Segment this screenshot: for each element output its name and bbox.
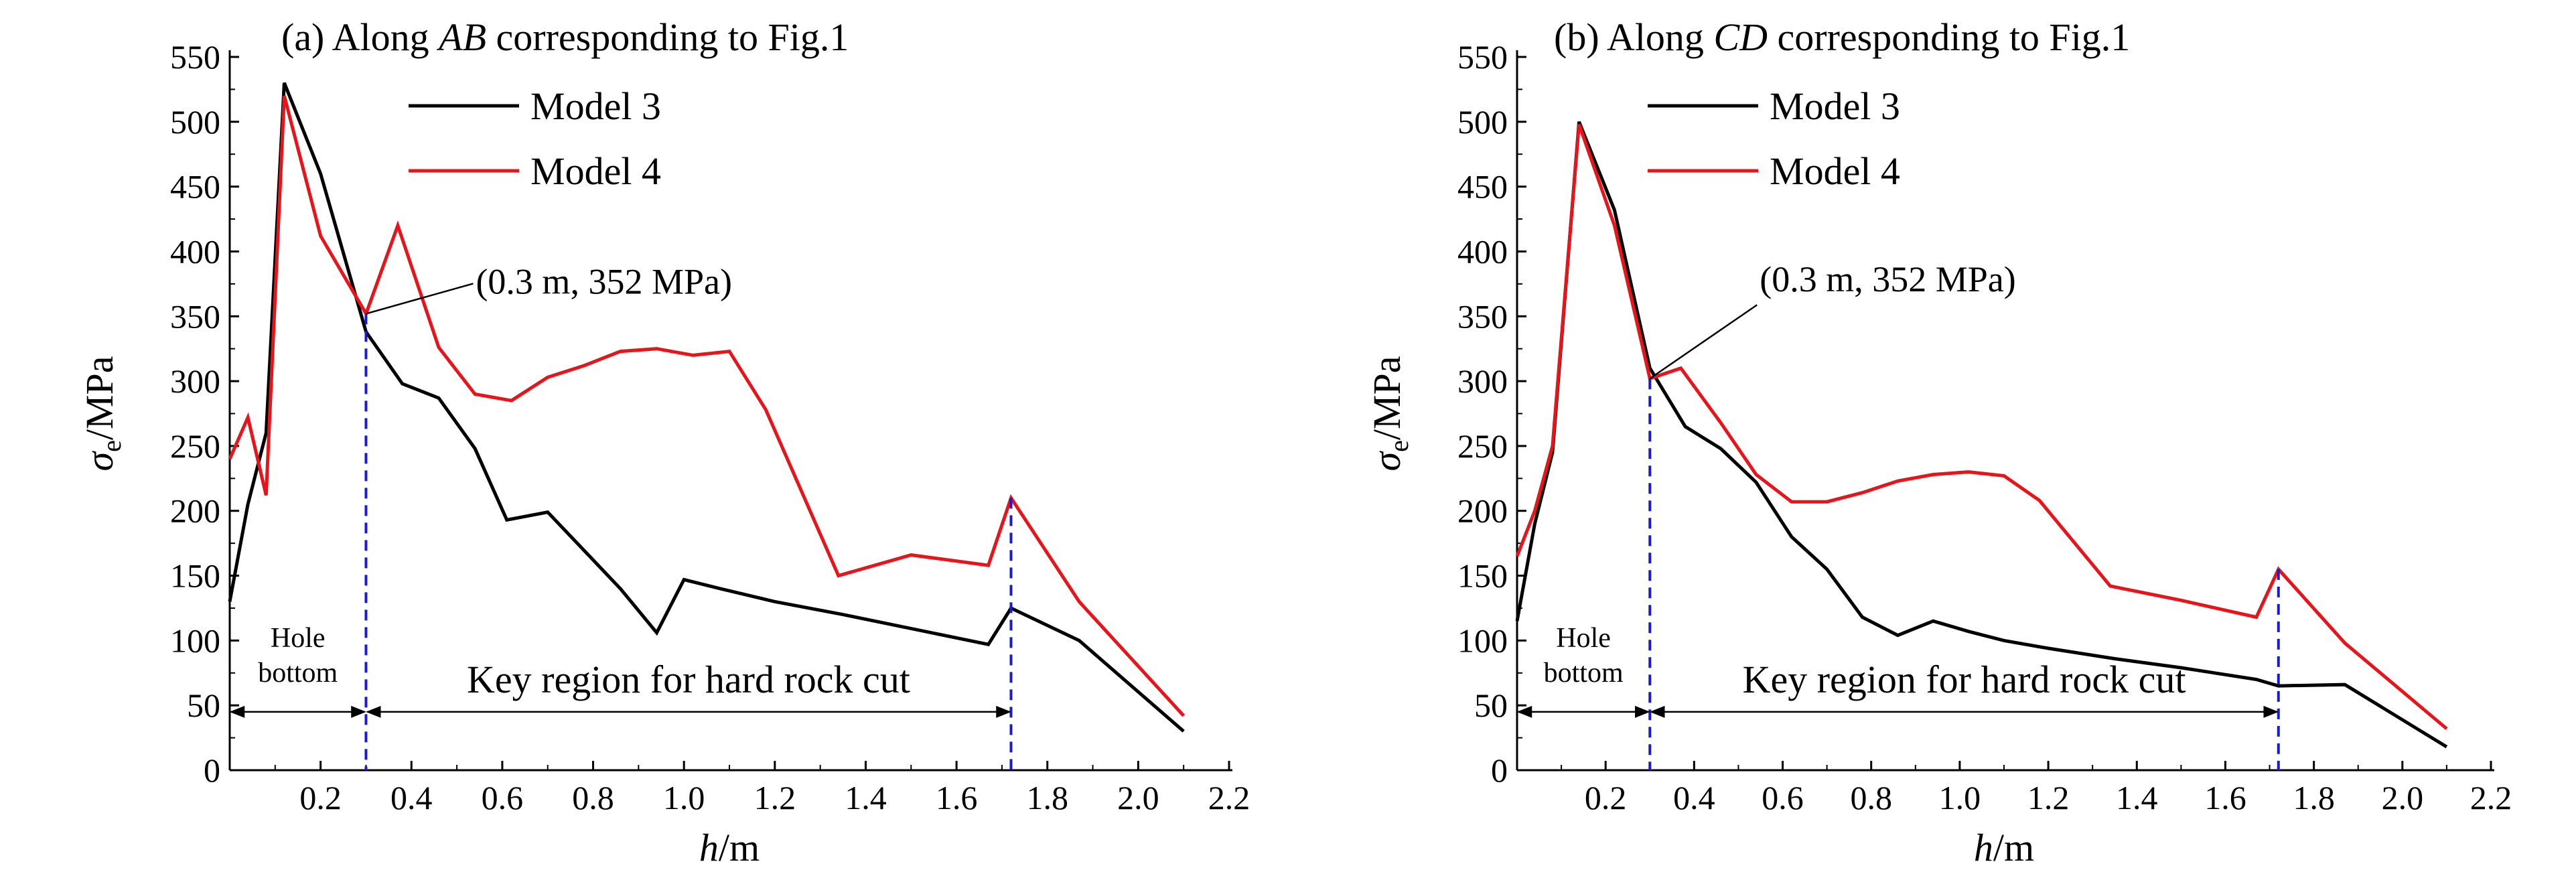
x-tick-label: 1.0 [663, 779, 705, 816]
y-axis-title-unit: /MPa [1365, 356, 1409, 440]
x-tick-label: 1.6 [936, 779, 978, 816]
series-line-model-3 [1515, 121, 2448, 749]
chart-panel-a: 0 50 100 150 200 250 300 350 400 450 500 550 0.2 0.4 0… [78, 15, 1250, 869]
panel-title-suffix: corresponding to Fig.1 [486, 15, 849, 59]
x-tick-label: 1.4 [845, 779, 887, 816]
y-tick-label: 400 [1457, 232, 1508, 270]
series-line-model-3 [228, 82, 1185, 733]
y-tick-label: 300 [1457, 362, 1508, 400]
key-region-label: Key region for hard rock cut [1743, 658, 2186, 701]
y-tick-label: 0 [204, 751, 220, 789]
series-line-model-4 [228, 95, 1186, 717]
annotation-leader [1649, 304, 1758, 380]
x-tick-label: 1.2 [754, 779, 796, 816]
x-tick-label: 0.8 [1850, 779, 1892, 816]
x-axis-title-var: h [1974, 826, 1993, 869]
key-region-label: Key region for hard rock cut [467, 658, 910, 701]
y-axis-title-symbol: σ [1365, 451, 1409, 472]
x-tick-label: 1.0 [1939, 779, 1981, 816]
legend-label: Model 3 [1770, 84, 1900, 128]
legend-label: Model 4 [530, 149, 661, 193]
hole-bottom-label: Hole [1556, 623, 1611, 654]
annotation-text: (0.3 m, 352 MPa) [1760, 259, 2015, 299]
y-axis-title-subscript: e [96, 440, 127, 452]
y-axis-title-subscript: e [1384, 440, 1414, 452]
y-tick-label: 550 [170, 38, 220, 76]
y-tick-label: 150 [1457, 557, 1508, 595]
hole-bottom-label: Hole [271, 623, 326, 654]
x-tick-label: 2.2 [2470, 779, 2512, 816]
y-axis-title-unit: /MPa [78, 356, 121, 440]
x-tick-label: 0.4 [1673, 779, 1715, 816]
annotation-leader [366, 283, 474, 315]
y-tick-label: 400 [170, 232, 220, 270]
y-axis-title-symbol: σ [78, 451, 121, 472]
panel-title-italic: CD [1713, 15, 1768, 59]
panel-title: (a) Along AB corresponding to Fig.1 [281, 15, 849, 59]
hole-bottom-label: bottom [1544, 658, 1624, 688]
x-axis-title: h/m [1974, 826, 2034, 869]
x-tick-label: 1.2 [2027, 779, 2070, 816]
y-tick-label: 500 [170, 103, 220, 141]
y-tick-label: 50 [1474, 686, 1508, 724]
x-axis-title-unit: /m [719, 826, 760, 869]
y-tick-label: 100 [170, 622, 220, 659]
x-axis-title-unit: /m [1993, 826, 2034, 869]
x-tick-label: 0.6 [482, 779, 524, 816]
y-tick-label: 450 [170, 168, 220, 206]
y-tick-label: 500 [1457, 103, 1508, 141]
y-tick-label: 0 [1491, 751, 1508, 789]
y-axis-title: σe/MPa [78, 356, 127, 471]
y-tick-label: 250 [170, 427, 220, 465]
annotation-text: (0.3 m, 352 MPa) [476, 261, 731, 301]
y-tick-label: 350 [170, 297, 220, 335]
panel-title-prefix: (b) Along [1554, 15, 1713, 59]
x-tick-label: 1.8 [1026, 779, 1068, 816]
y-axis-title: σe/MPa [1365, 356, 1414, 471]
x-tick-label: 0.4 [390, 779, 433, 816]
x-axis-title-var: h [699, 826, 719, 869]
y-tick-label: 350 [1457, 297, 1508, 335]
x-tick-label: 0.8 [572, 779, 614, 816]
y-tick-label: 100 [1457, 622, 1508, 659]
series-line-model-4 [1515, 123, 2448, 730]
x-tick-label: 2.2 [1208, 779, 1250, 816]
chart-panel-b: 0 50 100 150 200 250 300 350 400 450 500 550 0.2 0.4 0… [1365, 15, 2512, 869]
x-tick-label: 2.0 [2382, 779, 2424, 816]
panel-title-italic: AB [436, 15, 486, 59]
hole-bottom-label: bottom [258, 658, 338, 688]
y-tick-label: 300 [170, 362, 220, 400]
panel-title: (b) Along CD corresponding to Fig.1 [1554, 15, 2130, 59]
x-tick-label: 0.6 [1762, 779, 1804, 816]
x-tick-label: 2.0 [1117, 779, 1159, 816]
y-tick-label: 50 [187, 686, 220, 724]
panel-title-suffix: corresponding to Fig.1 [1768, 15, 2130, 59]
x-tick-label: 0.2 [1585, 779, 1627, 816]
legend-label: Model 3 [530, 84, 661, 128]
x-axis-title: h/m [699, 826, 760, 869]
y-tick-label: 550 [1457, 38, 1508, 76]
x-tick-label: 1.8 [2293, 779, 2335, 816]
y-tick-label: 150 [170, 557, 220, 595]
y-tick-label: 200 [170, 492, 220, 530]
legend-label: Model 4 [1770, 149, 1900, 193]
x-tick-label: 1.6 [2204, 779, 2246, 816]
y-tick-label: 200 [1457, 492, 1508, 530]
y-tick-label: 250 [1457, 427, 1508, 465]
x-tick-label: 0.2 [299, 779, 342, 816]
x-tick-label: 1.4 [2116, 779, 2158, 816]
panel-title-prefix: (a) Along [281, 15, 439, 59]
y-tick-label: 450 [1457, 168, 1508, 206]
